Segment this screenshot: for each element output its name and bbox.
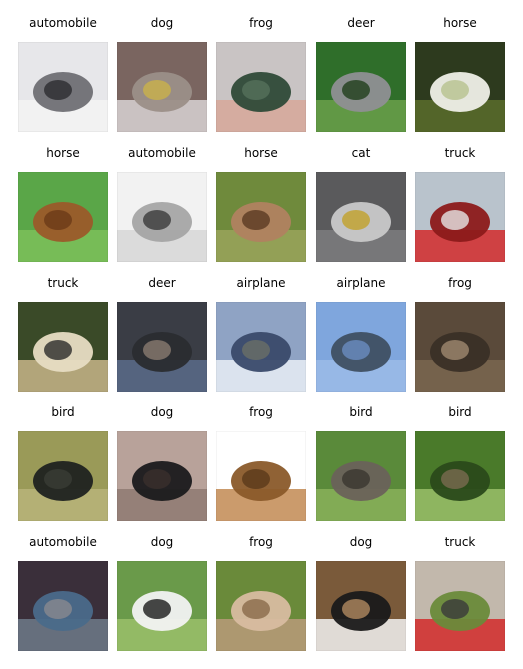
image-label: truck bbox=[444, 146, 476, 160]
image-thumbnail bbox=[316, 172, 406, 262]
image-label: dog bbox=[150, 405, 174, 419]
image-thumbnail bbox=[415, 561, 505, 651]
thumbnail-graphic bbox=[316, 431, 406, 521]
image-thumbnail bbox=[415, 42, 505, 132]
thumbnail-graphic bbox=[316, 42, 406, 132]
thumbnail-graphic bbox=[415, 561, 505, 651]
image-label: bird bbox=[349, 405, 373, 419]
thumbnail-graphic bbox=[415, 42, 505, 132]
image-thumbnail bbox=[415, 302, 505, 392]
thumbnail-graphic bbox=[415, 302, 505, 392]
image-thumbnail bbox=[216, 302, 306, 392]
image-thumbnail bbox=[117, 172, 207, 262]
image-thumbnail bbox=[216, 42, 306, 132]
thumbnail-graphic bbox=[18, 172, 108, 262]
image-label: automobile bbox=[29, 16, 97, 30]
thumbnail-graphic bbox=[216, 561, 306, 651]
image-label: horse bbox=[46, 146, 80, 160]
image-thumbnail bbox=[117, 42, 207, 132]
image-label: horse bbox=[244, 146, 278, 160]
image-thumbnail bbox=[415, 172, 505, 262]
thumbnail-graphic bbox=[117, 172, 207, 262]
image-label: airplane bbox=[236, 276, 286, 290]
thumbnail-graphic bbox=[18, 302, 108, 392]
thumbnail-graphic bbox=[18, 431, 108, 521]
image-label: deer bbox=[347, 16, 375, 30]
image-thumbnail bbox=[117, 302, 207, 392]
image-thumbnail bbox=[18, 42, 108, 132]
thumbnail-graphic bbox=[316, 561, 406, 651]
image-label: truck bbox=[47, 276, 79, 290]
image-thumbnail bbox=[316, 42, 406, 132]
thumbnail-graphic bbox=[18, 42, 108, 132]
image-thumbnail bbox=[18, 302, 108, 392]
image-label: bird bbox=[448, 405, 472, 419]
image-thumbnail bbox=[316, 561, 406, 651]
image-label: frog bbox=[249, 405, 273, 419]
image-thumbnail bbox=[415, 431, 505, 521]
image-label: frog bbox=[249, 16, 273, 30]
thumbnail-graphic bbox=[117, 561, 207, 651]
image-label: dog bbox=[150, 16, 174, 30]
thumbnail-graphic bbox=[117, 431, 207, 521]
image-label: deer bbox=[148, 276, 176, 290]
image-label: automobile bbox=[128, 146, 196, 160]
thumbnail-graphic bbox=[18, 561, 108, 651]
image-thumbnail bbox=[216, 561, 306, 651]
image-thumbnail bbox=[216, 172, 306, 262]
thumbnail-graphic bbox=[216, 431, 306, 521]
image-label: horse bbox=[443, 16, 477, 30]
image-label: automobile bbox=[29, 535, 97, 549]
thumbnail-graphic bbox=[216, 42, 306, 132]
thumbnail-graphic bbox=[316, 302, 406, 392]
image-thumbnail bbox=[316, 431, 406, 521]
image-thumbnail bbox=[216, 431, 306, 521]
image-thumbnail bbox=[117, 561, 207, 651]
image-thumbnail bbox=[18, 431, 108, 521]
image-label: dog bbox=[150, 535, 174, 549]
thumbnail-graphic bbox=[316, 172, 406, 262]
thumbnail-graphic bbox=[415, 431, 505, 521]
image-thumbnail bbox=[117, 431, 207, 521]
image-label: dog bbox=[349, 535, 373, 549]
thumbnail-graphic bbox=[415, 172, 505, 262]
image-thumbnail bbox=[316, 302, 406, 392]
image-label: bird bbox=[51, 405, 75, 419]
image-label: airplane bbox=[336, 276, 386, 290]
thumbnail-graphic bbox=[117, 42, 207, 132]
image-label: frog bbox=[249, 535, 273, 549]
thumbnail-graphic bbox=[216, 302, 306, 392]
image-label: truck bbox=[444, 535, 476, 549]
image-thumbnail bbox=[18, 172, 108, 262]
image-label: frog bbox=[448, 276, 472, 290]
thumbnail-graphic bbox=[216, 172, 306, 262]
image-thumbnail bbox=[18, 561, 108, 651]
thumbnail-graphic bbox=[117, 302, 207, 392]
image-label: cat bbox=[351, 146, 371, 160]
